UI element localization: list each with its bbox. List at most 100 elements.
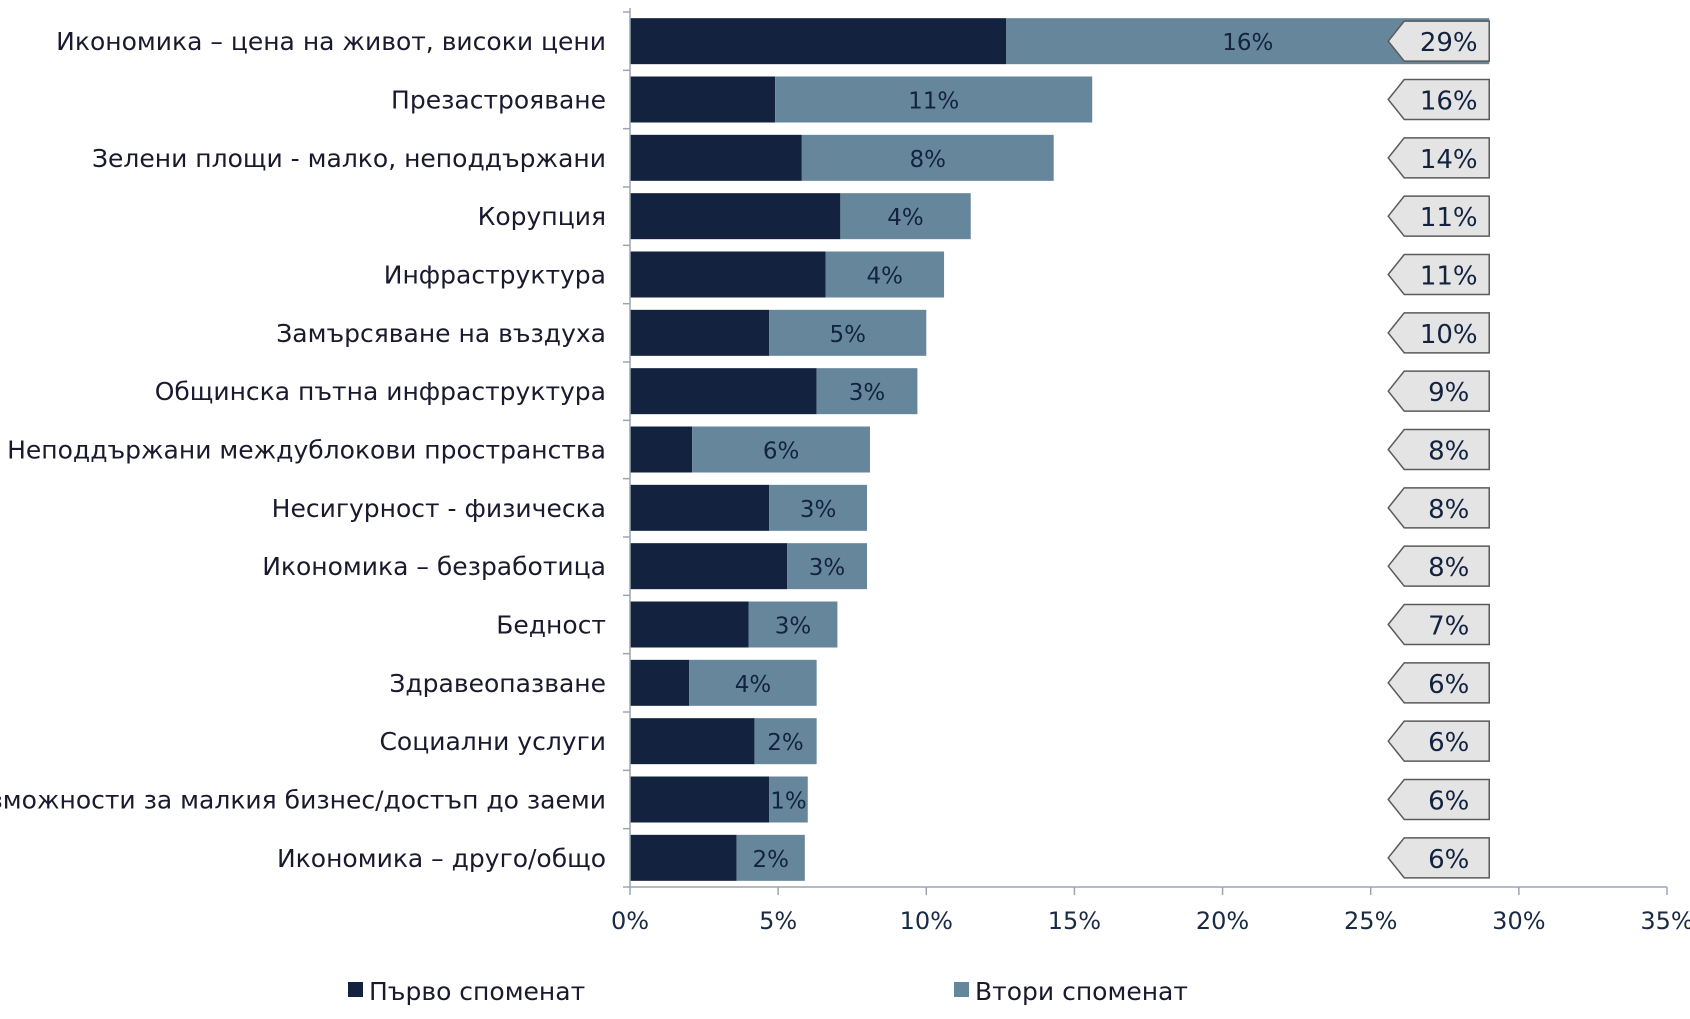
x-tick-label: 25% [1344, 907, 1397, 935]
legend-label-first-mentioned: Първо споменат [369, 977, 585, 1006]
x-tick-label: 5% [759, 907, 797, 935]
total-label: 9% [1428, 378, 1469, 408]
total-callout-box [1387, 195, 1490, 237]
bar-first-mentioned [630, 18, 1007, 65]
total-callout-box [1387, 20, 1490, 62]
total-callout-box [1387, 545, 1490, 587]
total-callout-box [1387, 778, 1490, 821]
total-label: 11% [1420, 262, 1478, 292]
bar-data-label: 8% [910, 147, 947, 173]
total-label: 7% [1428, 612, 1469, 642]
total-label: 8% [1428, 495, 1469, 525]
bar-data-label: 5% [830, 322, 867, 348]
total-callout-box [1387, 78, 1490, 121]
bar-first-mentioned [630, 193, 841, 240]
category-label: Несигурност - физическа [272, 494, 606, 523]
total-callout-box [1387, 837, 1490, 879]
bar-second-mentioned [787, 543, 868, 590]
x-tick-label: 20% [1196, 907, 1249, 935]
bar-first-mentioned [630, 309, 770, 356]
bar-first-mentioned [630, 426, 693, 473]
total-callout-box [1387, 487, 1490, 529]
bar-data-label: 2% [752, 847, 789, 873]
bar-first-mentioned [630, 601, 749, 648]
total-callout-box [1387, 428, 1490, 471]
bar-first-mentioned [630, 834, 737, 881]
bar-data-label: 3% [809, 555, 846, 581]
total-label: 8% [1428, 437, 1469, 467]
category-label: Зелени площи - малко, неподдържани [92, 144, 606, 173]
total-label: 6% [1428, 728, 1469, 758]
category-label: Бедност [496, 611, 606, 640]
bar-data-label: 4% [735, 672, 772, 698]
bar-data-label: 3% [775, 614, 812, 640]
category-label: Икономика – друго/общо [277, 844, 606, 873]
x-tick-label: 0% [611, 907, 649, 935]
bar-data-label: 11% [908, 89, 959, 115]
category-label: Общинска пътна инфраструктура [155, 377, 606, 406]
bar-second-mentioned [816, 368, 918, 415]
bar-data-label: 2% [767, 730, 804, 756]
bar-data-label: 3% [800, 497, 837, 523]
bar-first-mentioned [630, 659, 690, 706]
bar-data-label: 1% [770, 789, 807, 815]
bar-second-mentioned [840, 193, 971, 240]
bar-second-mentioned [754, 718, 817, 765]
total-label: 6% [1428, 670, 1469, 700]
bar-data-label: 6% [763, 439, 800, 465]
bar-first-mentioned [630, 368, 817, 415]
x-tick-label: 30% [1492, 907, 1545, 935]
total-label: 6% [1428, 787, 1469, 817]
x-tick-label: 35% [1640, 907, 1690, 935]
total-callout-box [1387, 253, 1490, 296]
total-callout-box [1387, 312, 1490, 354]
bar-data-label: 3% [849, 380, 886, 406]
total-label: 6% [1428, 845, 1469, 875]
bar-first-mentioned [630, 76, 776, 123]
bar-first-mentioned [630, 134, 802, 181]
legend-swatch-first-mentioned [348, 982, 363, 997]
bar-first-mentioned [630, 484, 770, 531]
category-label: Инфраструктура [384, 261, 606, 290]
total-label: 8% [1428, 553, 1469, 583]
category-label: Икономика – цена на живот, високи цени [56, 27, 606, 56]
bar-second-mentioned [801, 134, 1054, 181]
x-tick-label: 10% [900, 907, 953, 935]
bar-second-mentioned [775, 76, 1093, 123]
total-label: 16% [1420, 87, 1478, 117]
x-tick-label: 15% [1048, 907, 1101, 935]
legend-swatch-second-mentioned [954, 982, 969, 997]
bar-second-mentioned [769, 309, 927, 356]
bar-second-mentioned [769, 484, 868, 531]
category-label: Социални услуги [379, 727, 606, 756]
total-callout-box [1387, 603, 1490, 646]
total-callout-box [1387, 662, 1490, 704]
category-label: Възможности за малкия бизнес/достъп до з… [0, 786, 606, 815]
bar-data-label: 4% [887, 205, 924, 231]
bar-second-mentioned [825, 251, 945, 298]
bar-first-mentioned [630, 543, 788, 590]
bar-first-mentioned [630, 776, 770, 823]
total-label: 11% [1420, 203, 1478, 233]
total-callout-box [1387, 370, 1490, 412]
bar-first-mentioned [630, 718, 755, 765]
bar-second-mentioned [736, 834, 805, 881]
total-callout-box [1387, 137, 1490, 179]
category-label: Икономика – безработица [262, 552, 606, 581]
total-label: 10% [1420, 320, 1478, 350]
bar-second-mentioned [769, 776, 808, 823]
bar-data-label: 16% [1222, 30, 1273, 56]
category-label: Презастрояване [391, 86, 606, 115]
bar-first-mentioned [630, 251, 826, 298]
total-label: 14% [1420, 145, 1478, 175]
total-callout-box [1387, 720, 1490, 762]
category-label: Корупция [478, 202, 606, 231]
category-label: Здравеопазване [389, 669, 606, 698]
bar-second-mentioned [692, 426, 870, 473]
category-label: Неподдържани междублокови пространства [7, 436, 606, 465]
bar-second-mentioned [689, 659, 817, 706]
bar-second-mentioned [748, 601, 838, 648]
bar-data-label: 4% [867, 264, 904, 290]
